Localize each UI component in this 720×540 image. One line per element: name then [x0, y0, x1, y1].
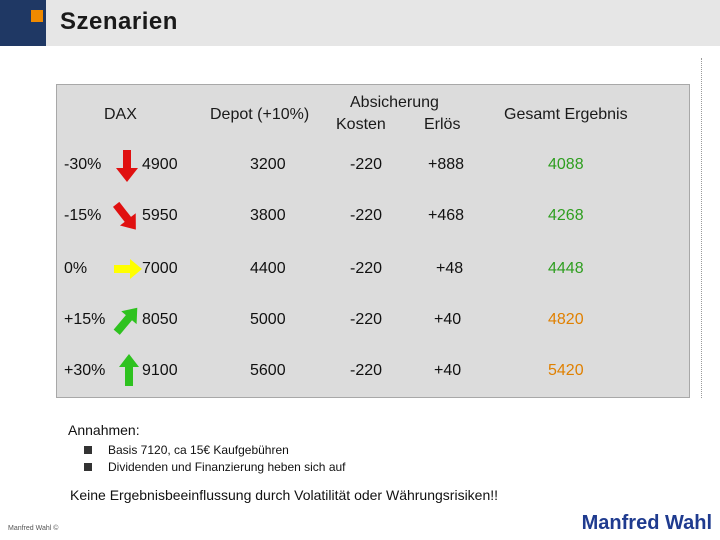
cell-depot: 3800 [250, 207, 286, 224]
header-absicherung: Absicherung [350, 94, 439, 111]
cell-depot: 5000 [250, 311, 286, 328]
table-row: +15% 8050 5000 -220 +40 4820 [56, 305, 690, 335]
cell-dax: 7000 [142, 260, 178, 277]
cell-gesamt: 5420 [548, 362, 584, 379]
header-erloes: Erlös [424, 116, 461, 133]
cell-erloes: +40 [434, 311, 462, 328]
cell-gesamt: 4088 [548, 156, 584, 173]
conclusion-text: Keine Ergebnisbeeinflussung durch Volati… [70, 487, 499, 503]
scenario-table [56, 84, 690, 398]
table-row: 0% 7000 4400 -220 +48 4448 [56, 254, 690, 284]
table-row: -15% 5950 3800 -220 +468 4268 [56, 201, 690, 231]
header-orange-square [31, 10, 43, 22]
cell-gesamt: 4820 [548, 311, 584, 328]
cell-pct: -30% [64, 156, 102, 173]
bullet-text: Basis 7120, ca 15€ Kaufgebühren [108, 442, 289, 457]
cell-dax: 8050 [142, 311, 178, 328]
table-row: -30% 4900 3200 -220 +888 4088 [56, 150, 690, 182]
table-row: +30% 9100 5600 -220 +40 5420 [56, 354, 690, 386]
cell-erloes: +468 [428, 207, 465, 224]
cell-pct: -15% [64, 207, 102, 224]
assumptions-label: Annahmen: [68, 422, 140, 438]
cell-depot: 5600 [250, 362, 286, 379]
cell-pct: 0% [64, 260, 88, 277]
arrow-up-right-icon [113, 307, 138, 335]
list-item: Basis 7120, ca 15€ Kaufgebühren [84, 441, 346, 458]
bullet-text: Dividenden und Finanzierung heben sich a… [108, 459, 346, 474]
arrow-down-icon [116, 150, 138, 182]
cell-dax: 9100 [142, 362, 178, 379]
cell-kosten: -220 [350, 156, 383, 173]
cell-gesamt: 4448 [548, 260, 584, 277]
slide-header: Szenarien [0, 0, 720, 46]
cell-erloes: +48 [436, 260, 464, 277]
cell-kosten: -220 [350, 207, 383, 224]
assumptions-list: Basis 7120, ca 15€ Kaufgebühren Dividend… [84, 441, 346, 475]
arrow-up-icon [119, 354, 139, 386]
arrow-right-icon [114, 259, 142, 279]
bullet-square-icon [84, 445, 92, 454]
page-title: Szenarien [60, 8, 178, 35]
cell-pct: +30% [64, 362, 106, 379]
bullet-square-icon [84, 462, 92, 471]
list-item: Dividenden und Finanzierung heben sich a… [84, 458, 346, 475]
cell-erloes: +40 [434, 362, 462, 379]
cell-dax: 5950 [142, 207, 178, 224]
cell-depot: 4400 [250, 260, 286, 277]
table-header: DAX Depot (+10%) Absicherung Kosten Erlö… [56, 84, 690, 144]
dotted-divider [701, 58, 702, 398]
arrow-down-right-icon [112, 201, 136, 230]
header-kosten: Kosten [336, 116, 386, 133]
cell-kosten: -220 [350, 362, 383, 379]
header-navy-block [0, 0, 46, 46]
header-depot: Depot (+10%) [210, 106, 310, 123]
cell-kosten: -220 [350, 260, 383, 277]
header-dax: DAX [104, 106, 137, 123]
cell-depot: 3200 [250, 156, 286, 173]
copyright-text: Manfred Wahl © [8, 525, 59, 532]
cell-erloes: +888 [428, 156, 465, 173]
cell-dax: 4900 [142, 156, 178, 173]
cell-pct: +15% [64, 311, 106, 328]
header-gesamt: Gesamt Ergebnis [504, 106, 628, 123]
cell-gesamt: 4268 [548, 207, 584, 224]
cell-kosten: -220 [350, 311, 383, 328]
brand-name: Manfred Wahl [581, 512, 712, 534]
